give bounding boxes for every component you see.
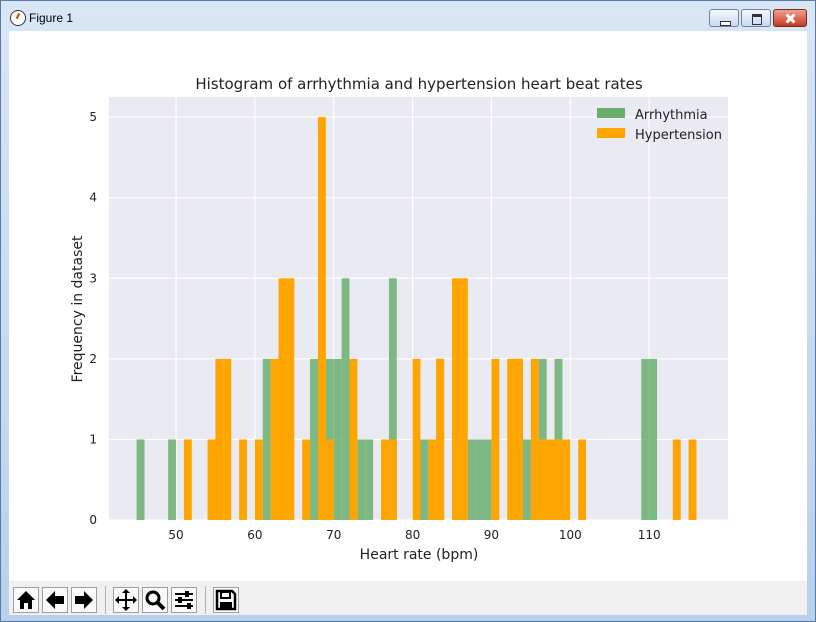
y-tick-label: 5 <box>89 110 97 124</box>
x-tick-label: 60 <box>247 528 262 542</box>
hypertension-bar <box>428 439 437 520</box>
hypertension-bar <box>515 358 523 520</box>
zoom-button[interactable] <box>142 587 168 613</box>
hypertension-bar <box>239 439 247 520</box>
arrhythmia-bar <box>522 439 531 520</box>
title-bar[interactable]: Figure 1 <box>1 1 815 31</box>
hypertension-bar <box>507 358 516 520</box>
y-tick-label: 3 <box>89 271 97 285</box>
hypertension-bar <box>223 358 232 520</box>
y-axis-label: Frequency in dataset <box>70 235 86 382</box>
arrhythmia-bar <box>168 439 177 520</box>
x-tick-label: 110 <box>638 528 661 542</box>
arrhythmia-bar <box>483 439 492 520</box>
x-tick-label: 90 <box>484 528 499 542</box>
hypertension-bar <box>286 278 295 520</box>
window-title: Figure 1 <box>29 11 74 25</box>
arrhythmia-bar <box>310 358 318 520</box>
app-icon <box>10 10 26 26</box>
arrhythmia-bar <box>420 439 429 520</box>
y-tick-label: 4 <box>89 191 97 205</box>
minimize-button[interactable] <box>709 9 739 27</box>
navigation-toolbar <box>9 581 807 615</box>
hypertension-bar <box>538 439 547 520</box>
hypertension-bar <box>325 439 334 520</box>
hypertension-bar <box>215 358 224 520</box>
chart-title: Histogram of arrhythmia and hypertension… <box>195 75 642 93</box>
close-button[interactable] <box>773 9 807 27</box>
hypertension-bar <box>459 278 468 520</box>
arrhythmia-bar <box>341 278 350 520</box>
hypertension-bar <box>270 358 279 520</box>
configure-icon <box>175 591 193 609</box>
arrhythmia-bar <box>467 439 476 520</box>
arrhythmia-bar <box>388 278 397 520</box>
hypertension-bar <box>278 278 287 520</box>
histogram-chart: 50 60 70 80 90 100 110 0 1 2 3 4 5 Histogram of arrh… <box>70 75 728 563</box>
hypertension-bar <box>254 439 263 520</box>
forward-icon <box>75 591 93 609</box>
y-tick-label: 1 <box>89 432 97 446</box>
hypertension-bar <box>183 439 192 520</box>
legend-swatch-hypertension <box>597 128 625 138</box>
hypertension-bar <box>349 358 358 520</box>
back-icon <box>46 591 64 609</box>
hypertension-bar <box>381 439 389 520</box>
hypertension-bar <box>491 358 500 520</box>
legend: Arrhythmia Hypertension <box>597 108 722 143</box>
x-tick-label: 50 <box>168 528 183 542</box>
arrhythmia-bar <box>649 358 658 520</box>
arrhythmia-bar <box>262 358 271 520</box>
hypertension-bar <box>578 439 587 520</box>
maximize-button[interactable] <box>741 9 771 27</box>
home-button[interactable] <box>13 587 39 613</box>
legend-label-arrhythmia: Arrhythmia <box>635 108 708 123</box>
hypertension-bar <box>436 358 445 520</box>
save-icon <box>215 589 237 611</box>
hypertension-bar <box>452 278 460 520</box>
x-tick-label: 80 <box>405 528 420 542</box>
arrhythmia-bar <box>641 358 650 520</box>
zoom-icon <box>145 590 166 611</box>
figure-canvas: 50 60 70 80 90 100 110 0 1 2 3 4 5 Histogram of arrh… <box>9 31 807 615</box>
arrhythmia-bar <box>136 439 145 520</box>
hypertension-bar <box>554 439 563 520</box>
hypertension-bar <box>672 439 681 520</box>
hypertension-bar <box>388 439 397 520</box>
legend-label-hypertension: Hypertension <box>635 128 722 143</box>
hypertension-bar <box>546 439 555 520</box>
arrhythmia-bar <box>333 358 342 520</box>
back-button[interactable] <box>42 587 68 613</box>
y-tick-label: 0 <box>89 513 97 527</box>
forward-button[interactable] <box>71 587 97 613</box>
arrhythmia-bar <box>365 439 374 520</box>
home-icon <box>17 591 35 609</box>
legend-swatch-arrhythmia <box>597 108 625 118</box>
arrhythmia-bar <box>475 439 484 520</box>
hypertension-bar <box>562 439 571 520</box>
arrhythmia-bar <box>357 439 366 520</box>
configure-button[interactable] <box>171 587 197 613</box>
hypertension-bar <box>207 439 216 520</box>
x-tick-label: 70 <box>326 528 341 542</box>
hypertension-bar <box>530 358 539 520</box>
pan-button[interactable] <box>113 587 139 613</box>
save-button[interactable] <box>213 587 239 613</box>
pan-icon <box>115 589 137 611</box>
y-tick-label: 2 <box>89 352 97 366</box>
hypertension-bar <box>317 117 326 521</box>
hypertension-bar <box>412 358 421 520</box>
x-axis-label: Heart rate (bpm) <box>360 547 479 563</box>
hypertension-bar <box>688 439 697 520</box>
hypertension-bar <box>302 439 311 520</box>
x-tick-label: 100 <box>559 528 582 542</box>
